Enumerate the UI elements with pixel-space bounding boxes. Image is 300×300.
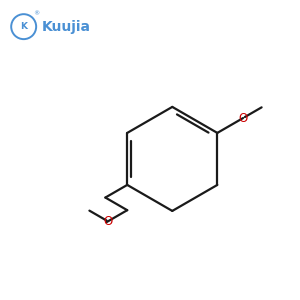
Text: ®: ®: [33, 12, 39, 17]
Text: O: O: [238, 112, 248, 124]
Text: O: O: [103, 215, 112, 228]
Text: K: K: [20, 22, 27, 31]
Text: Kuujia: Kuujia: [41, 20, 91, 34]
